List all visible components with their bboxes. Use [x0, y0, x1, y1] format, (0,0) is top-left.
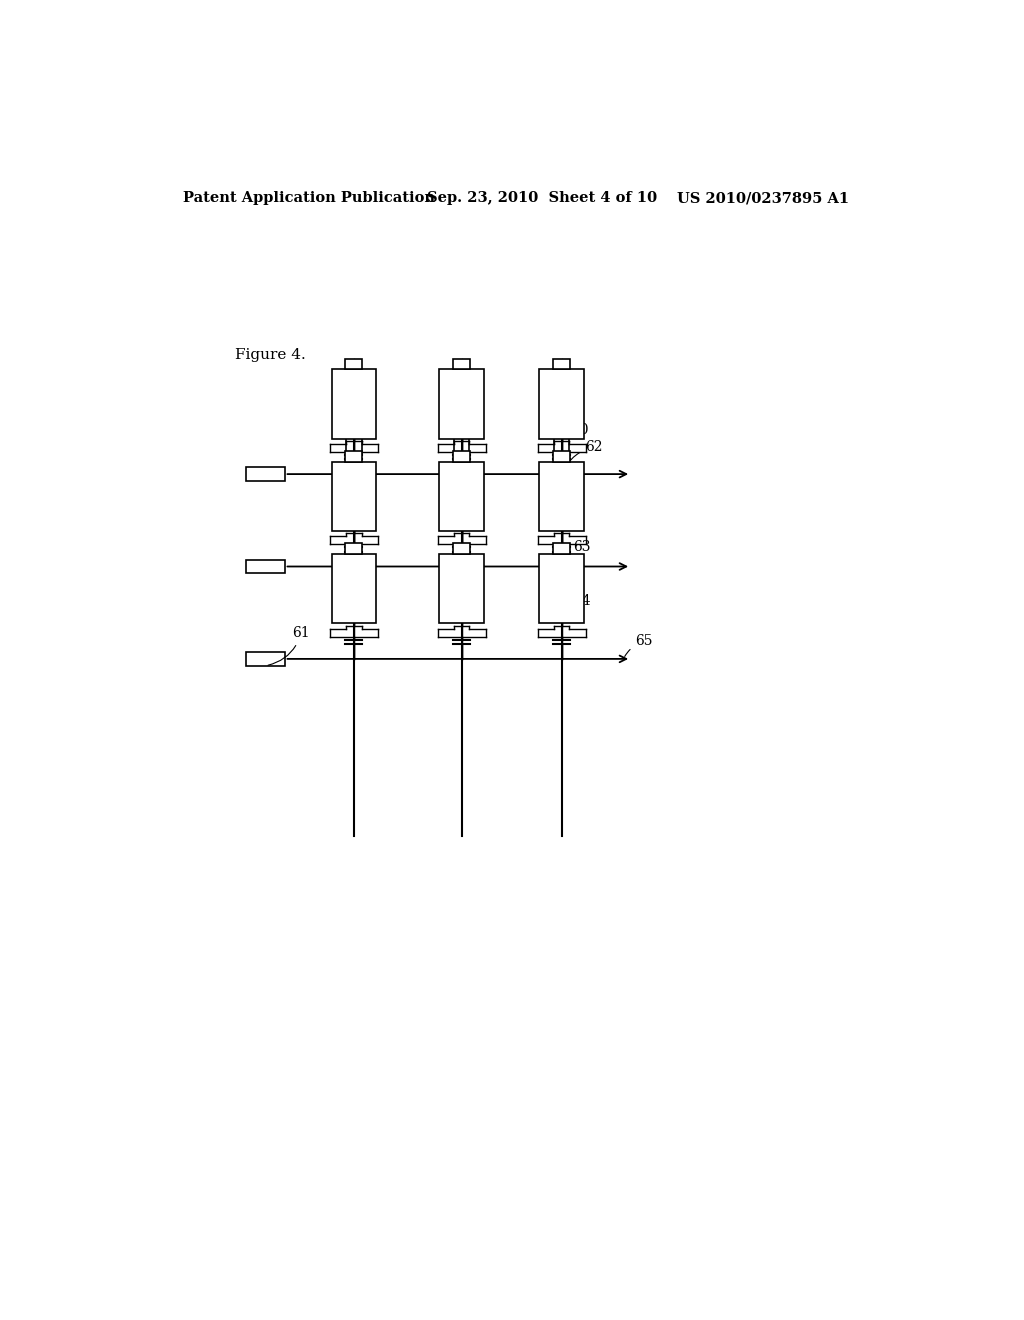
Bar	[454, 359, 470, 370]
Bar	[332, 462, 376, 531]
Bar	[540, 462, 584, 531]
Bar	[332, 370, 376, 438]
Text: 60: 60	[571, 422, 589, 437]
Bar	[346, 413, 361, 455]
Text: 61: 61	[268, 627, 310, 665]
Bar	[553, 544, 570, 554]
Text: Sep. 23, 2010  Sheet 4 of 10: Sep. 23, 2010 Sheet 4 of 10	[427, 191, 657, 206]
Bar	[454, 451, 470, 462]
Text: US 2010/0237895 A1: US 2010/0237895 A1	[677, 191, 849, 206]
Bar	[246, 467, 285, 480]
Bar	[540, 370, 584, 438]
Bar	[454, 413, 469, 455]
Text: Figure 4.: Figure 4.	[236, 347, 306, 362]
Bar	[345, 359, 362, 370]
Bar	[454, 544, 470, 554]
Bar	[246, 652, 285, 665]
Bar	[439, 370, 484, 438]
Bar	[553, 359, 570, 370]
Bar	[439, 462, 484, 531]
Text: 64: 64	[573, 594, 591, 609]
Text: Patent Application Publication: Patent Application Publication	[183, 191, 435, 206]
Bar	[554, 413, 569, 455]
Bar	[540, 554, 584, 623]
Bar	[345, 544, 362, 554]
Text: 62: 62	[562, 440, 602, 487]
Bar	[332, 554, 376, 623]
Bar	[246, 560, 285, 573]
Bar	[553, 451, 570, 462]
Bar	[439, 554, 484, 623]
Text: 63: 63	[573, 540, 591, 554]
Bar	[345, 451, 362, 462]
Text: 65: 65	[625, 634, 652, 656]
